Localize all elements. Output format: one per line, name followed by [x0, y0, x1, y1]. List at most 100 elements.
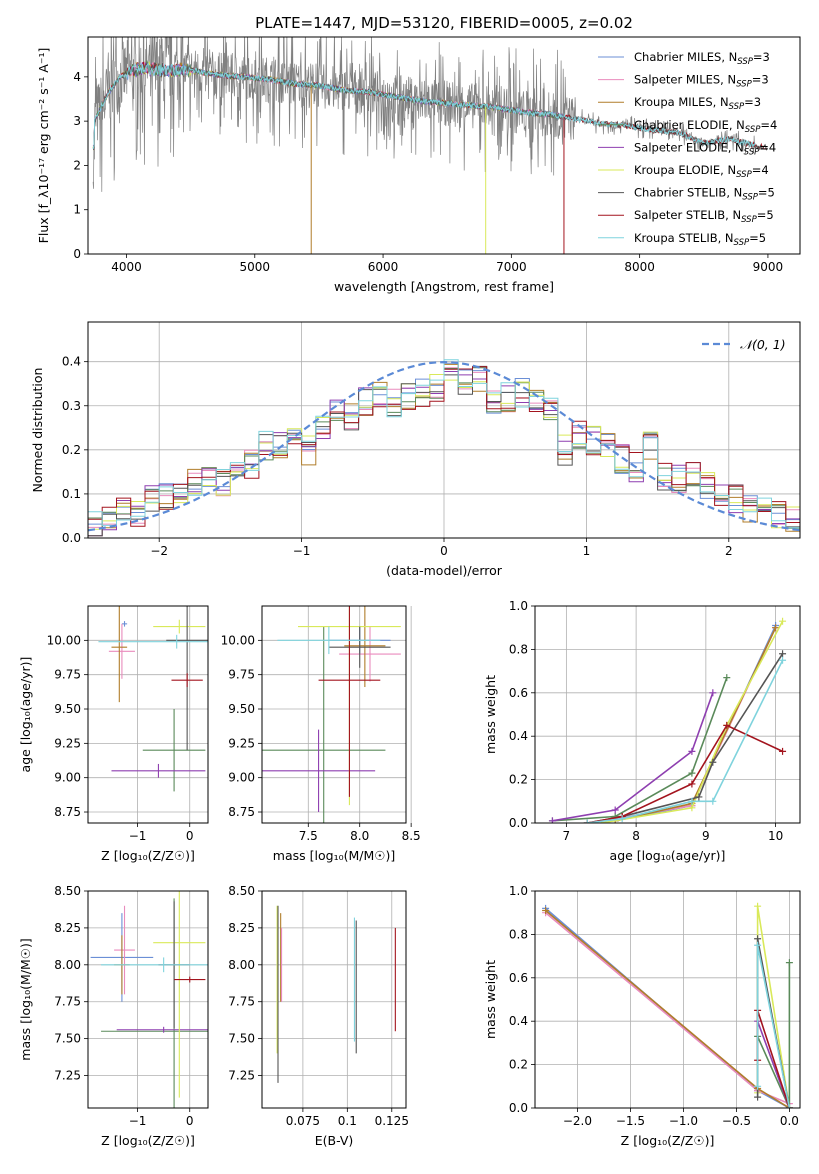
legend-rest: =4	[752, 163, 769, 177]
axes-frame	[87, 321, 801, 539]
errorbar-point	[116, 1026, 208, 1033]
weight-marker	[754, 941, 762, 949]
grid	[88, 322, 800, 539]
x-axis-label: Z [log₁₀(Z/Z☉)]	[101, 1133, 195, 1148]
errorbar-point	[98, 634, 208, 649]
axes-frame	[534, 605, 801, 824]
y-axis-label: mass [log₁₀(M/M☉)]	[18, 938, 33, 1060]
x-tick-label: −1	[129, 1114, 147, 1128]
x-tick-label: 7	[563, 829, 571, 843]
plot-area	[92, 37, 768, 254]
x-tick-label: 4000	[111, 260, 142, 274]
x-tick-label: −1.0	[669, 1114, 698, 1128]
axes: 4000 5000 6000 7000 8000 9000 0 1 2 3 4 wavelength …	[36, 36, 801, 294]
plot-area	[276, 905, 396, 1083]
grid	[262, 890, 406, 1108]
weight-line	[587, 659, 784, 823]
panel-mass-vs-ebv: 0.075 0.1 0.125 7.25 7.50 7.75 8.00 8.25 8.50 E(B…	[228, 884, 409, 1148]
x-axis-label: Z [log₁₀(Z/Z☉)]	[621, 1133, 715, 1148]
y-axis-label: Flux [f_λ10⁻¹⁷ erg cm⁻² s⁻¹ A⁻¹]	[36, 48, 51, 244]
y-tick-label: 0.4	[509, 1014, 528, 1028]
y-tick-label: 7.25	[228, 1069, 255, 1083]
y-tick-label: 1.0	[509, 599, 528, 613]
normal-curve	[88, 360, 800, 532]
panel-mass-vs-Z: −1 0 7.25 7.50 7.75 8.00 8.25 8.50 Z [log₁₀(Z/Z☉…	[18, 884, 209, 1148]
y-tick-label: 8.00	[228, 958, 255, 972]
errorbar-point	[339, 626, 401, 682]
y-tick-label: 7.25	[54, 1069, 81, 1083]
errorbar-point	[262, 626, 386, 823]
x-tick-label: −2.0	[563, 1114, 592, 1128]
axes: −1 0 7.25 7.50 7.75 8.00 8.25 8.50 Z [log₁₀(Z/Z☉…	[18, 884, 209, 1148]
y-tick-label: 9.50	[228, 702, 255, 716]
y-tick-label: 0.2	[62, 443, 81, 457]
y-tick-label: 0.0	[509, 1101, 528, 1115]
legend-sub: SSP	[745, 125, 761, 135]
x-tick-label: 6000	[368, 260, 399, 274]
y-tick-label: 4	[73, 70, 81, 84]
x-tick-label: 7000	[496, 260, 527, 274]
errorbar-point	[142, 709, 206, 792]
legend-sub: SSP	[736, 80, 752, 90]
legend-label: 𝒩(0, 1)	[740, 337, 786, 352]
errorbar-point	[171, 673, 203, 688]
legend-rest: =3	[752, 73, 769, 87]
errorbar-point	[121, 621, 128, 627]
axes: 0.075 0.1 0.125 7.25 7.50 7.75 8.00 8.25 8.50 E(B…	[228, 884, 409, 1148]
axes: 7 8 9 10 0.0 0.2 0.4 0.6 0.8 1.0 age [log₁₀(age/yr…	[483, 599, 801, 863]
axes-frame	[87, 605, 209, 824]
x-tick-label: 8	[632, 829, 640, 843]
y-tick-label: 7.50	[54, 1032, 81, 1046]
legend-rest: =3	[753, 50, 770, 64]
errorbar-point	[153, 891, 206, 1098]
x-tick-label: 0	[440, 544, 448, 558]
legend-label: Kroupa ELODIE, NSSP=4	[634, 163, 769, 180]
y-axis-label: age [log₁₀(age/yr)]	[18, 657, 33, 773]
errorbar-point	[111, 606, 128, 703]
histogram-series-7	[88, 366, 800, 527]
y-tick-label: 8.25	[228, 921, 255, 935]
plot-area	[542, 902, 793, 1108]
legend-sub: SSP	[741, 215, 757, 225]
y-tick-label: 0.8	[509, 642, 528, 656]
y-tick-label: 8.50	[54, 884, 81, 898]
x-tick-label: −1	[129, 829, 147, 843]
errorbar-point	[114, 905, 135, 995]
x-tick-label: 9000	[753, 260, 784, 274]
weight-line	[552, 692, 714, 822]
weight-marker	[754, 935, 762, 943]
panel-weight-vs-Z: −2.0 −1.5 −1.0 −0.5 0.0 0.0 0.2 0.4 0.6 0.8 1.0 Z […	[483, 884, 801, 1148]
weight-marker	[583, 819, 591, 823]
axes: 7.5 8.0 8.5 8.75 9.00 9.25 9.50 9.75 10.00 mass […	[221, 605, 421, 863]
y-tick-label: 0.3	[62, 399, 81, 413]
y-tick-label: 9.75	[228, 668, 255, 682]
y-tick-label: 8.75	[54, 805, 81, 819]
y-tick-label: 9.75	[54, 668, 81, 682]
x-tick-label: −0.5	[722, 1114, 751, 1128]
errorbar-point	[153, 619, 206, 634]
weight-marker	[754, 902, 762, 910]
weight-marker	[779, 617, 787, 625]
y-tick-label: 9.00	[228, 771, 255, 785]
weight-marker	[709, 689, 717, 697]
legend: 𝒩(0, 1)	[702, 337, 786, 352]
y-tick-label: 3	[73, 114, 81, 128]
axes: −1 0 8.75 9.00 9.25 9.50 9.75 10.00 Z [log₁₀(Z/Z…	[18, 605, 209, 863]
x-tick-label: 0.075	[286, 1114, 320, 1128]
y-tick-label: 9.25	[54, 736, 81, 750]
y-axis-label: mass weight	[483, 960, 498, 1039]
weight-marker	[688, 769, 696, 777]
legend-sub: SSP	[736, 170, 752, 180]
x-tick-label: 0.0	[780, 1114, 799, 1128]
errorbar-point	[328, 626, 391, 668]
legend-label: Chabrier ELODIE, NSSP=4	[634, 118, 777, 135]
x-tick-label: −1.5	[616, 1114, 645, 1128]
spectrum-model-8	[92, 63, 756, 150]
weight-line	[552, 677, 728, 822]
y-tick-label: 7.75	[228, 995, 255, 1009]
panel-weight-vs-age: 7 8 9 10 0.0 0.2 0.4 0.6 0.8 1.0 age [log₁₀(age/yr…	[483, 599, 801, 863]
weight-line	[601, 620, 784, 823]
weight-marker	[754, 1093, 762, 1101]
x-tick-label: 9	[702, 829, 710, 843]
